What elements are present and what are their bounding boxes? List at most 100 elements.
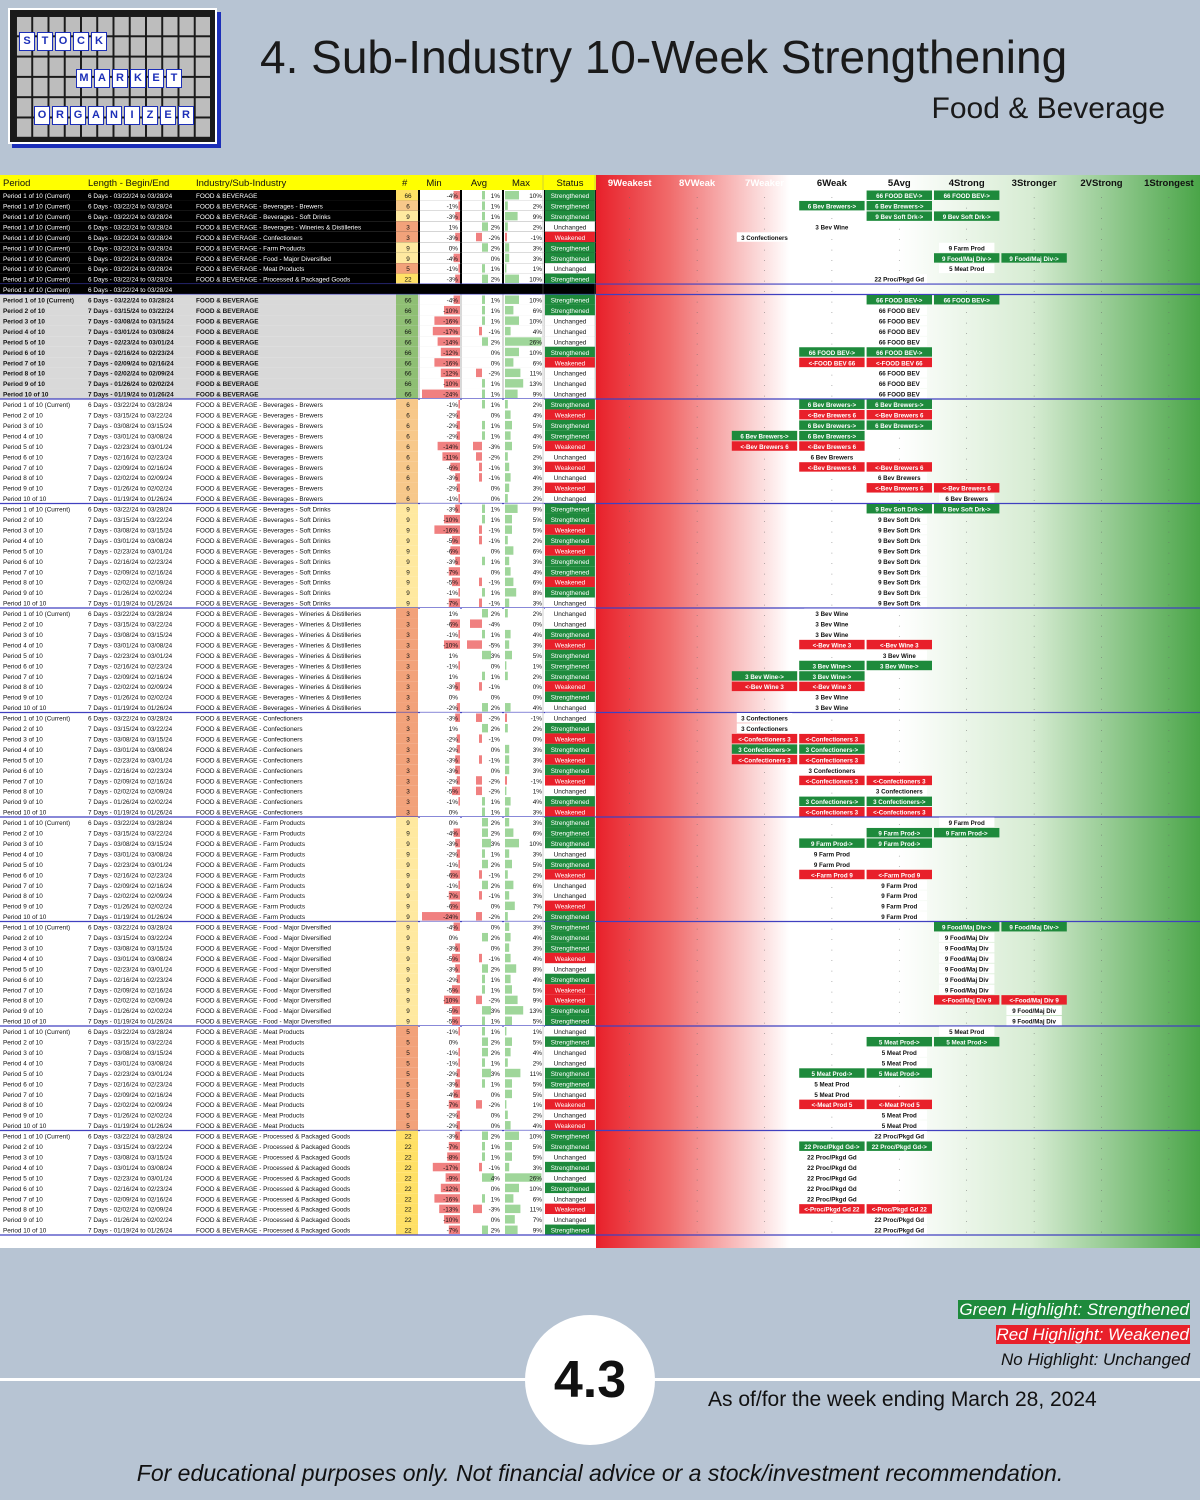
rank-dot: . bbox=[831, 517, 833, 524]
rank-dot: . bbox=[831, 287, 833, 294]
max-bar bbox=[505, 985, 512, 994]
rank-dot: . bbox=[1168, 1154, 1170, 1161]
avg-cell: 0% bbox=[491, 1186, 501, 1193]
max-cell-bg bbox=[504, 1015, 544, 1026]
rank-label: <-Farm Prod 9 bbox=[878, 872, 920, 879]
rank-dot: . bbox=[629, 956, 631, 963]
rank-label: 3 Confectioners bbox=[741, 235, 788, 242]
status-cell: Strengthened bbox=[551, 977, 590, 984]
rank-dot: . bbox=[696, 1175, 698, 1182]
strength-table-svg: Period Length - Begin/End Industry/Sub-Ind… bbox=[0, 175, 1200, 1248]
max-bar bbox=[505, 838, 519, 848]
period-cell: Period 4 of 10 bbox=[3, 433, 43, 440]
subindustry-cell: FOOD & BEVERAGE bbox=[196, 193, 257, 200]
rank-label-bg bbox=[804, 618, 860, 629]
status-cell: Unchanged bbox=[554, 1113, 587, 1120]
rank-dot: . bbox=[764, 956, 766, 963]
count-cell-bg bbox=[396, 231, 418, 243]
rank-dot: . bbox=[966, 548, 968, 555]
rank-dot: . bbox=[629, 444, 631, 451]
rank-dot: . bbox=[1033, 987, 1035, 994]
max-cell: 10% bbox=[529, 1186, 542, 1193]
max-cell: 3% bbox=[533, 1165, 543, 1172]
rank-highlight bbox=[799, 409, 865, 420]
count-cell: 22 bbox=[404, 277, 412, 284]
rank-dot: . bbox=[1101, 1217, 1103, 1224]
min-bar bbox=[452, 1006, 460, 1015]
length-cell: 6 Days - 03/22/24 to 03/28/24 bbox=[88, 277, 173, 284]
rank-label: 66 FOOD BEV bbox=[879, 318, 921, 325]
status-cell-bg bbox=[545, 733, 595, 744]
status-cell-bg bbox=[545, 921, 595, 932]
length-cell: 7 Days - 02/23/24 to 03/01/24 bbox=[88, 1071, 173, 1078]
rank-label: <-Proc/Pkgd Gd 22 bbox=[872, 1207, 928, 1214]
count-cell-bg bbox=[396, 242, 418, 253]
avg-bar bbox=[482, 880, 488, 890]
max-cell-bg bbox=[504, 472, 544, 483]
period-cell: Period 1 of 10 (Current) bbox=[3, 298, 74, 305]
period-cell: Period 2 of 10 bbox=[3, 726, 43, 733]
rank-dot: . bbox=[831, 935, 833, 942]
rank-dot: . bbox=[1033, 413, 1035, 420]
rank-dot: . bbox=[629, 831, 631, 838]
avg-cell-bg bbox=[462, 346, 502, 358]
rank-dot: . bbox=[696, 287, 698, 294]
max-cell: 5% bbox=[533, 653, 543, 660]
min-cell-bg bbox=[420, 231, 460, 243]
min-cell: -10% bbox=[443, 517, 458, 524]
rank-dot: . bbox=[696, 507, 698, 514]
rank-dot: . bbox=[966, 329, 968, 336]
rank-dot: . bbox=[764, 548, 766, 555]
avg-cell: -4% bbox=[489, 622, 501, 629]
rank-dot: . bbox=[1168, 538, 1170, 545]
rank-dot: . bbox=[629, 1019, 631, 1026]
rank-label-bg bbox=[871, 472, 927, 483]
length-cell: 6 Days - 03/22/24 to 03/28/24 bbox=[88, 204, 173, 211]
length-cell: 7 Days - 03/08/24 to 03/15/24 bbox=[88, 632, 173, 639]
count-cell: 5 bbox=[406, 1040, 410, 1047]
max-bar bbox=[505, 1121, 511, 1130]
status-cell: Weakened bbox=[555, 684, 586, 691]
period-cell: Period 5 of 10 bbox=[3, 339, 45, 346]
rank-dot: . bbox=[966, 402, 968, 409]
rank-dot: . bbox=[1168, 1217, 1170, 1224]
rank-dot: . bbox=[696, 486, 698, 493]
rank-dot: . bbox=[1101, 663, 1103, 670]
rank-dot: . bbox=[1168, 841, 1170, 848]
max-bar bbox=[505, 420, 512, 430]
status-cell: Weakened bbox=[555, 235, 586, 242]
status-cell-bg bbox=[545, 858, 595, 870]
length-cell: 6 Days - 03/22/24 to 03/28/24 bbox=[88, 224, 173, 231]
min-bar bbox=[455, 838, 460, 848]
period-cell: Period 1 of 10 (Current) bbox=[3, 193, 70, 200]
min-cell: -5% bbox=[447, 1008, 459, 1015]
main-row-bg bbox=[0, 357, 596, 368]
rank-dot: . bbox=[966, 465, 968, 472]
avg-bar bbox=[482, 504, 485, 513]
avg-bar bbox=[476, 786, 482, 796]
period-cell: Period 8 of 10 bbox=[3, 1102, 43, 1109]
rank-label: 66 FOOD BEV-> bbox=[944, 193, 991, 200]
rank-dot: . bbox=[966, 632, 968, 639]
rank-dot: . bbox=[1101, 308, 1103, 315]
max-cell-bg bbox=[504, 1109, 544, 1121]
avg-cell-bg bbox=[462, 1120, 502, 1131]
rank-label-bg bbox=[871, 535, 927, 545]
min-bar bbox=[437, 337, 460, 346]
min-cell-bg bbox=[420, 534, 460, 546]
rank-dot: . bbox=[764, 413, 766, 420]
status-cell-bg bbox=[545, 649, 595, 661]
rank-dot: . bbox=[831, 339, 833, 346]
max-bar bbox=[505, 744, 510, 754]
status-cell-bg bbox=[545, 1203, 595, 1215]
status-cell-bg bbox=[545, 681, 595, 692]
status-cell: Unchanged bbox=[554, 329, 587, 336]
status-cell: Unchanged bbox=[554, 883, 587, 890]
rank-dot: . bbox=[831, 590, 833, 597]
rank-dot: . bbox=[831, 1228, 833, 1235]
rank-label-bg bbox=[804, 848, 860, 859]
rank-dot: . bbox=[629, 893, 631, 900]
rank-dot: . bbox=[1101, 653, 1103, 660]
rank-dot: . bbox=[1168, 1228, 1170, 1235]
status-cell-bg bbox=[545, 336, 595, 347]
